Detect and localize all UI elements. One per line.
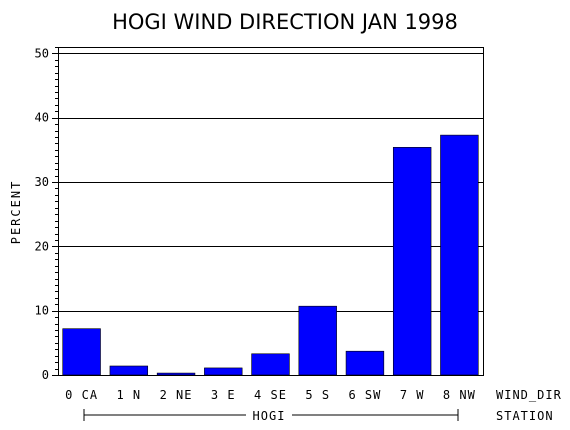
x-tick-labels: 0 CA 1 N 2 NE 3 E 4 SE 5 S 6 SW 7 W 8 NW [65,388,476,402]
bar [345,350,385,376]
bar [156,372,196,376]
y-tick-label: 40 [35,111,49,125]
y-tick-label: 10 [35,304,49,318]
y-axis-label: PERCENT [9,180,23,245]
station-label-backdrop [246,407,292,423]
bar [392,147,432,376]
y-ticks: 0 10 20 30 40 50 [35,46,58,382]
y-tick-label: 20 [35,239,49,253]
x-tick-label: 7 W [400,388,425,402]
x-tick-label: 4 SE [254,388,287,402]
plot-frame [58,47,484,376]
x-tick-label: 0 CA [65,388,98,402]
x-tick-label: 6 SW [348,388,381,402]
x-tick-label: 2 NE [160,388,193,402]
bar [251,353,290,376]
station-axis-label: STATION [496,409,554,423]
axes [58,47,484,376]
bar [298,305,337,376]
x-axis-label: WIND_DIR [496,388,562,402]
bar [62,328,101,376]
x-tick-label: 3 E [211,388,236,402]
y-tick-label: 50 [35,46,49,60]
y-tick-label: 30 [35,175,49,189]
station-name-label: HOGI [253,409,286,423]
bars [62,134,479,376]
x-tick-label: 8 NW [443,388,476,402]
y-tick-label: 0 [42,368,49,382]
bar [440,134,479,376]
bar [204,367,243,376]
x-tick-label: 1 N [116,388,141,402]
chart-title: HOGI WIND DIRECTION JAN 1998 [112,10,458,34]
x-tick-label: 5 S [305,388,330,402]
bar [109,365,149,376]
